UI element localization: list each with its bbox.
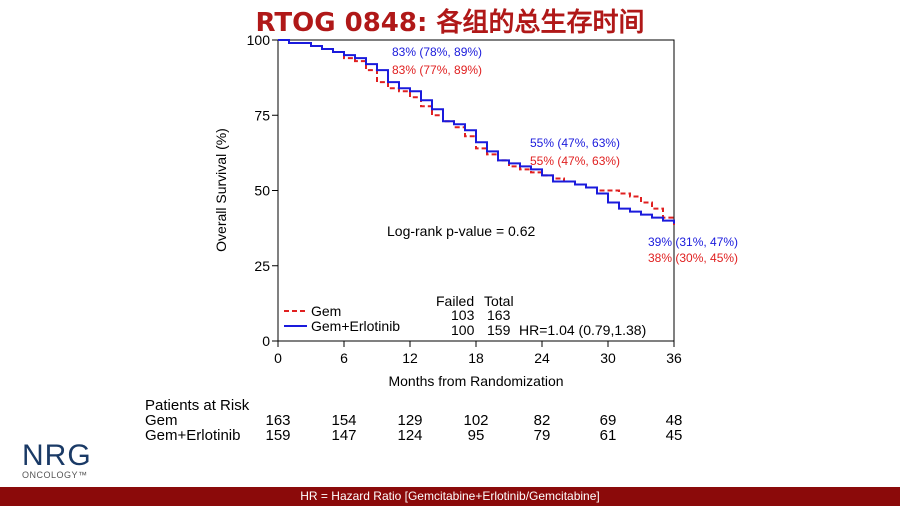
series-line-gem-erlotinib: [278, 39, 675, 224]
legend-label-gem: Gem: [311, 303, 341, 319]
risk-table-title: Patients at Risk: [145, 397, 250, 414]
y-tick-label: 75: [254, 107, 270, 123]
footer-text: HR = Hazard Ratio [Gemcitabine+Erlotinib…: [300, 489, 600, 503]
slide-title: RTOG 0848: 各组的总生存时间: [255, 8, 645, 38]
annotation-gem-erlotinib-12m: 83% (78%, 89%): [392, 45, 482, 59]
risk-value: 69: [600, 412, 617, 429]
risk-value: 82: [534, 412, 551, 429]
logo-subtext: ONCOLOGY™: [22, 470, 88, 480]
survival-chart: 0 6 12 18 24 30 36 0 25 50 75 100 Overall Survival …: [145, 32, 738, 444]
legend-label-gem-erlotinib: Gem+Erlotinib: [311, 318, 400, 334]
risk-value: 129: [397, 412, 422, 429]
footer-bar: HR = Hazard Ratio [Gemcitabine+Erlotinib…: [0, 487, 900, 506]
x-tick-label: 6: [340, 350, 348, 366]
series-line-gem: [278, 39, 675, 227]
risk-value: 102: [463, 412, 488, 429]
legend-header-failed: Failed: [436, 293, 474, 309]
legend-total-gem-erlotinib: 159: [487, 322, 511, 338]
y-axis-label: Overall Survival (%): [213, 128, 229, 252]
annotation-gem-36m: 38% (30%, 45%): [648, 251, 738, 265]
risk-value: 154: [331, 412, 356, 429]
legend-total-gem: 163: [487, 307, 511, 323]
y-tick-label: 0: [262, 333, 270, 349]
risk-value: 159: [265, 427, 290, 444]
risk-value: 124: [397, 427, 422, 444]
risk-value: 95: [468, 427, 485, 444]
legend-hazard-ratio: HR=1.04 (0.79,1.38): [519, 322, 646, 338]
nrg-oncology-logo: NRG ONCOLOGY™: [22, 439, 92, 481]
y-tick-label: 25: [254, 258, 270, 274]
annotation-gem-erlotinib-36m: 39% (31%, 47%): [648, 235, 738, 249]
legend-failed-gem-erlotinib: 100: [451, 322, 475, 338]
x-tick-label: 18: [468, 350, 484, 366]
x-tick-label: 24: [534, 350, 550, 366]
risk-row-label-gem: Gem: [145, 412, 178, 429]
risk-value: 61: [600, 427, 617, 444]
logrank-pvalue: Log-rank p-value = 0.62: [387, 223, 535, 239]
risk-value: 45: [666, 427, 683, 444]
x-axis-label: Months from Randomization: [388, 373, 563, 389]
annotation-gem-24m: 55% (47%, 63%): [530, 154, 620, 168]
y-tick-label: 100: [247, 32, 271, 48]
risk-row-label-gem-erlotinib: Gem+Erlotinib: [145, 427, 240, 444]
risk-value: 79: [534, 427, 551, 444]
logo-text: NRG: [22, 439, 92, 472]
legend-failed-gem: 103: [451, 307, 475, 323]
x-tick-label: 12: [402, 350, 418, 366]
risk-value: 147: [331, 427, 356, 444]
annotation-gem-12m: 83% (77%, 89%): [392, 63, 482, 77]
risk-value: 163: [265, 412, 290, 429]
x-tick-label: 30: [600, 350, 616, 366]
x-tick-label: 0: [274, 350, 282, 366]
legend-header-total: Total: [484, 293, 514, 309]
plot-frame: [277, 39, 675, 342]
annotation-gem-erlotinib-24m: 55% (47%, 63%): [530, 136, 620, 150]
risk-value: 48: [666, 412, 683, 429]
x-tick-label: 36: [666, 350, 682, 366]
y-tick-label: 50: [254, 183, 270, 199]
